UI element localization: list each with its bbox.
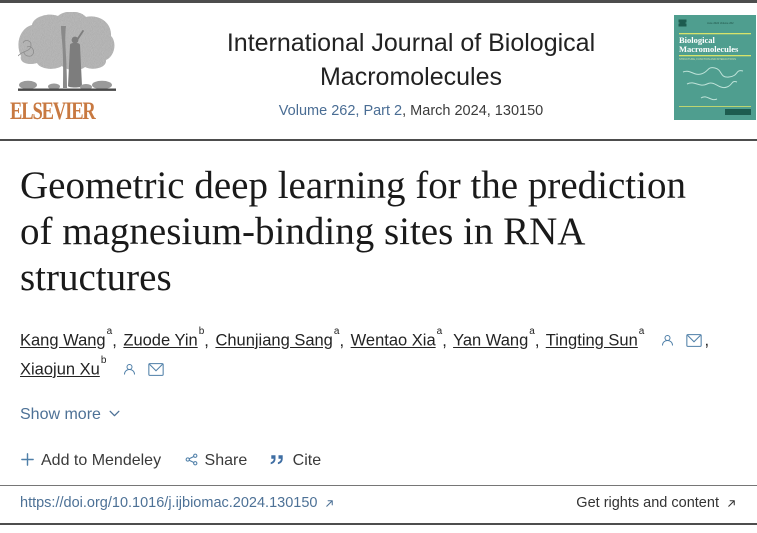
svg-text:June 2024 Volume 262: June 2024 Volume 262 (707, 21, 734, 25)
svg-text:STRUCTURE, FUNCTION AND INTERA: STRUCTURE, FUNCTION AND INTERACTIONS (679, 57, 736, 61)
svg-text:Macromolecules: Macromolecules (679, 44, 739, 54)
